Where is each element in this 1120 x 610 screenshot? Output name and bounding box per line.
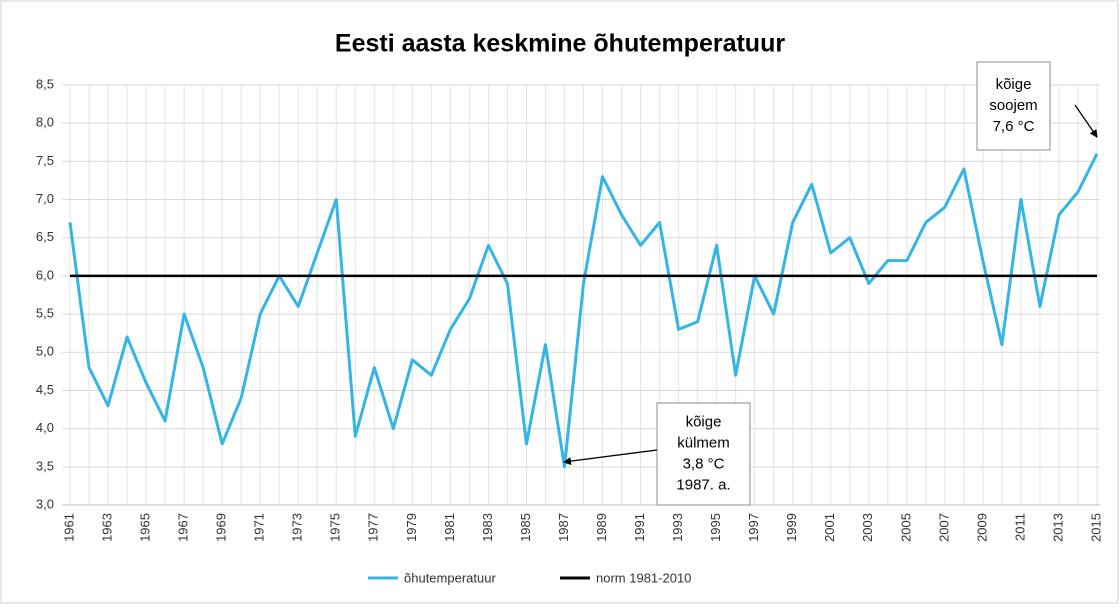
y-tick-label: 3,0 <box>36 496 54 511</box>
x-tick-label: 1997 <box>746 513 761 542</box>
annotation-arrow <box>563 449 658 466</box>
y-tick-label: 4,0 <box>36 420 54 435</box>
x-tick-label: 1983 <box>480 513 495 542</box>
x-tick-label: 1975 <box>328 513 343 542</box>
annotation-text: külmem <box>677 434 730 451</box>
data-line <box>68 153 1099 469</box>
annotation-box <box>976 61 1051 151</box>
x-tick-label: 1969 <box>214 513 229 542</box>
y-tick-label: 5,0 <box>36 344 54 359</box>
annotation-text: 3,8 °C <box>683 455 725 472</box>
y-tick-label: 8,0 <box>36 115 54 130</box>
x-tick-label: 1977 <box>366 513 381 542</box>
x-tick-label: 1993 <box>670 513 685 542</box>
x-tick-label: 2015 <box>1088 513 1103 542</box>
x-tick-label: 1987 <box>556 513 571 542</box>
y-tick-label: 6,5 <box>36 229 54 244</box>
annotation-arrow <box>1074 104 1098 138</box>
x-tick-label: 1991 <box>632 513 647 542</box>
x-tick-label: 1967 <box>176 513 191 542</box>
x-tick-label: 1981 <box>442 513 457 542</box>
annotation-text: kõige <box>686 413 722 430</box>
legend-label: õhutemperatuur <box>404 570 496 585</box>
chart-title: Eesti aasta keskmine õhutemperatuur <box>335 30 785 58</box>
y-tick-label: 3,5 <box>36 458 54 473</box>
x-tick-label: 1971 <box>252 513 267 542</box>
x-tick-label: 2007 <box>936 513 951 542</box>
x-tick-label: 1979 <box>404 513 419 542</box>
x-tick-label: 2005 <box>898 513 913 542</box>
x-tick-label: 1985 <box>518 513 533 542</box>
x-tick-label: 2001 <box>822 513 837 542</box>
x-tick-label: 1995 <box>708 513 723 542</box>
annotation-box <box>656 402 751 506</box>
x-tick-label: 2009 <box>974 513 989 542</box>
x-tick-label: 1973 <box>290 513 305 542</box>
legend-label: norm 1981-2010 <box>596 570 691 585</box>
x-tick-label: 2011 <box>1012 513 1027 541</box>
y-tick-label: 5,5 <box>36 306 54 321</box>
x-tick-label: 1963 <box>99 513 114 542</box>
x-tick-label: 2003 <box>860 513 875 542</box>
x-tick-label: 1965 <box>138 513 153 542</box>
y-tick-label: 8,5 <box>36 76 54 91</box>
annotation-text: 1987. a. <box>676 476 730 493</box>
y-tick-label: 7,0 <box>36 191 54 206</box>
x-tick-label: 1989 <box>594 513 609 542</box>
y-tick-label: 4,5 <box>36 382 54 397</box>
annotation-text: 7,6 °C <box>993 118 1035 135</box>
x-tick-label: 2013 <box>1050 513 1065 542</box>
annotation-text: soojem <box>989 97 1037 114</box>
y-tick-label: 6,0 <box>36 267 54 282</box>
x-tick-label: 1999 <box>784 513 799 542</box>
y-tick-label: 7,5 <box>36 153 54 168</box>
x-tick-label: 1961 <box>61 513 76 542</box>
annotation-text: kõige <box>996 76 1032 93</box>
